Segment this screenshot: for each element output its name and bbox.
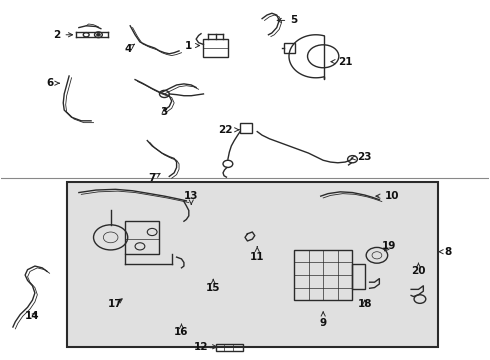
Text: 10: 10 (376, 191, 399, 201)
Text: 16: 16 (174, 324, 189, 337)
Text: 7: 7 (148, 173, 160, 183)
Text: 8: 8 (439, 247, 451, 257)
Text: 23: 23 (351, 152, 372, 162)
Bar (125, 221, 159, 253)
Text: 12: 12 (194, 342, 217, 352)
Text: 17: 17 (108, 299, 123, 309)
Circle shape (97, 33, 100, 36)
Bar (216, 343, 243, 351)
Bar (67, 182, 438, 347)
Text: 11: 11 (250, 247, 265, 262)
Bar (294, 250, 352, 300)
Text: 21: 21 (331, 57, 352, 67)
Text: 13: 13 (184, 191, 198, 204)
Text: 19: 19 (382, 241, 396, 251)
Bar (203, 39, 228, 57)
Text: 2: 2 (53, 30, 73, 40)
Text: 15: 15 (206, 279, 220, 293)
Text: 22: 22 (218, 125, 239, 135)
Bar (352, 264, 365, 289)
Text: 1: 1 (185, 41, 199, 50)
Text: 14: 14 (25, 311, 40, 321)
Bar (284, 43, 295, 53)
Text: 5: 5 (277, 15, 297, 26)
Text: 9: 9 (319, 312, 327, 328)
Text: 3: 3 (161, 107, 168, 117)
Text: 4: 4 (124, 44, 134, 54)
Text: 6: 6 (46, 78, 59, 88)
Text: 18: 18 (358, 299, 372, 309)
Bar (240, 123, 252, 134)
Text: 20: 20 (411, 264, 426, 276)
